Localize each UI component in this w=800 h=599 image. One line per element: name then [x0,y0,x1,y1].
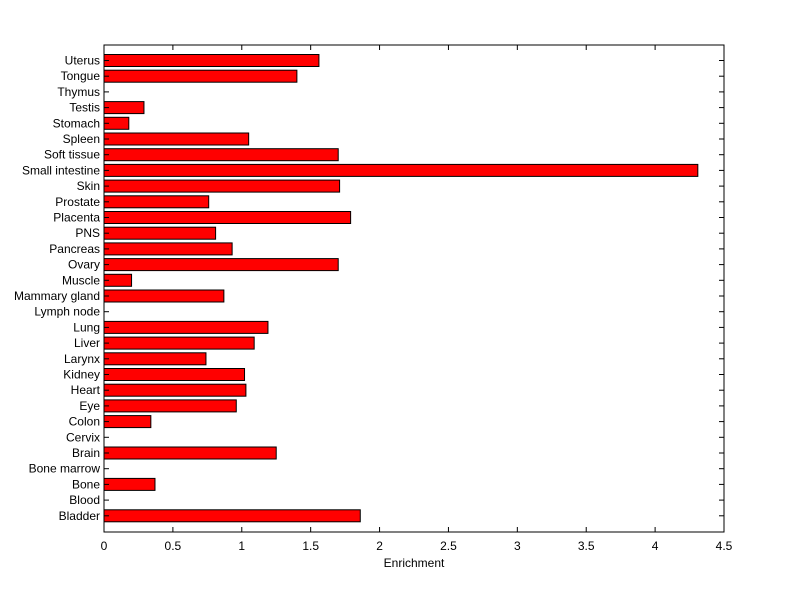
y-tick-label: Spleen [63,132,100,146]
y-tick-label: Pancreas [49,242,100,256]
y-tick-label: Colon [69,415,100,429]
y-tick-label: Stomach [53,116,100,130]
x-tick-label: 4.5 [716,539,733,553]
x-tick-label: 0.5 [165,539,182,553]
bar [103,352,207,366]
x-tick-label: 0 [101,539,108,553]
bar [103,289,225,303]
y-tick-label: Placenta [53,211,100,225]
x-ticks-group: 0 0.5 1 1.5 2 2.5 3 3.5 4 4.5 [101,45,733,553]
y-tick-label: Lymph node [34,305,100,319]
x-tick-label: 2.5 [440,539,457,553]
y-tick-label: Tongue [61,69,101,83]
y-tick-label: Small intestine [22,163,100,177]
y-tick-label: Ovary [68,258,100,272]
y-tick-label: Mammary gland [14,289,100,303]
y-tick-label: Testis [69,101,100,115]
y-tick-label: Eye [79,399,100,413]
x-tick-label: 4 [652,539,659,553]
bars-group [103,54,699,523]
bar [103,383,247,397]
bar [103,415,152,429]
plot-frame [103,44,725,533]
y-tick-label: Cervix [66,430,100,444]
bar [103,258,339,272]
y-tick-label: Blood [69,493,100,507]
bar [103,132,250,146]
bar [103,242,233,256]
x-tick-label: 1.5 [302,539,319,553]
y-tick-label: Kidney [63,368,100,382]
y-tick-label: PNS [75,226,100,240]
y-tick-label: Lung [73,320,100,334]
bar [103,148,339,162]
y-tick-label: Bone marrow [29,462,101,476]
y-tick-label: Prostate [55,195,100,209]
bar [103,54,320,67]
bar [103,101,145,115]
bar [103,509,361,523]
x-axis-label: Enrichment [384,556,445,570]
bar [103,195,210,209]
bar [103,163,699,177]
bar [103,399,237,413]
y-tick-label: Bone [72,477,100,491]
y-tick-label: Brain [72,446,100,460]
y-tick-label: Larynx [64,352,100,366]
y-tick-label: Soft tissue [44,148,100,162]
bar [103,368,246,381]
bar [103,179,341,193]
bar [103,446,277,460]
x-tick-label: 3 [514,539,521,553]
bar [103,211,352,224]
x-tick-label: 2 [376,539,383,553]
y-tick-label: Heart [71,383,101,397]
y-tick-label: Skin [77,179,100,193]
bar [103,69,298,83]
y-tick-label: Bladder [59,509,100,523]
y-tick-label: Thymus [57,85,100,99]
x-tick-label: 3.5 [578,539,595,553]
y-tick-label: Uterus [65,54,100,68]
x-tick-label: 1 [238,539,245,553]
bar [103,320,269,334]
y-tick-label: Muscle [62,273,100,287]
bar [103,226,217,240]
y-tick-label: Liver [74,336,100,350]
bar [103,477,156,491]
bar [103,336,255,350]
